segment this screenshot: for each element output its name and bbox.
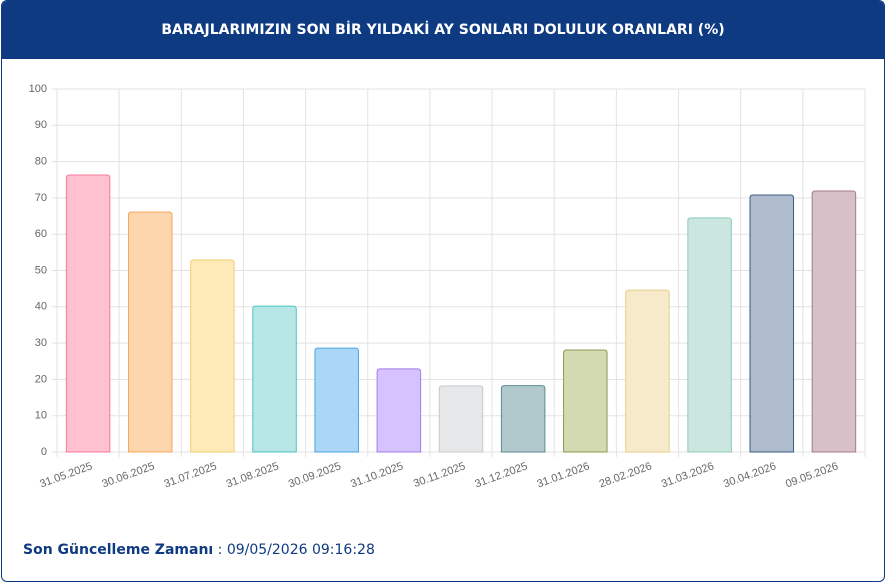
y-tick-label: 50 [35,264,47,276]
bar [376,368,422,453]
bar [438,385,484,453]
x-tick-label: 31.08.2025 [225,460,281,490]
bar [749,194,795,453]
y-tick-label: 60 [35,228,47,240]
x-tick-label: 28.02.2026 [598,460,654,490]
bar [65,174,111,453]
y-tick-label: 10 [35,410,47,422]
title: BARAJLARIMIZIN SON BİR YILDAKİ AY SONLAR… [161,22,725,38]
bar [500,385,546,453]
x-tick-label: 31.01.2026 [535,460,591,490]
x-tick-label: 31.03.2026 [660,460,716,490]
y-tick-label: 20 [35,373,47,385]
x-tick-label: 31.05.2025 [38,460,94,490]
bar [811,190,857,453]
x-tick-label: 30.06.2025 [100,460,156,490]
x-tick-label: 31.10.2025 [349,460,405,490]
y-tick-label: 40 [35,301,47,313]
x-tick-label: 31.12.2025 [473,460,529,490]
x-tick-label: 30.09.2025 [287,460,343,490]
x-tick-label: 09.05.2026 [784,460,840,490]
footer-value: : 09/05/2026 09:16:28 [217,542,375,558]
bar [687,217,732,453]
bar [563,349,608,453]
x-tick-label: 31.07.2025 [163,460,219,490]
y-tick-label: 90 [35,119,47,131]
bar [252,305,297,453]
bar [127,211,173,453]
y-tick-label: 30 [35,337,47,349]
y-tick-label: 80 [35,156,47,168]
x-tick-label: 30.04.2026 [722,460,778,490]
footer: Son Güncelleme Zamanı : 09/05/2026 09:16… [23,542,375,558]
y-tick-label: 0 [41,446,47,458]
y-tick-label: 100 [29,83,47,95]
bar [314,347,359,453]
y-tick-label: 70 [35,192,47,204]
bar [625,289,670,453]
x-tick-label: 30.11.2025 [412,460,467,490]
header: BARAJLARIMIZIN SON BİR YILDAKİ AY SONLAR… [2,1,884,59]
bar [190,259,235,453]
footer-label: Son Güncelleme Zamanı [23,542,214,558]
